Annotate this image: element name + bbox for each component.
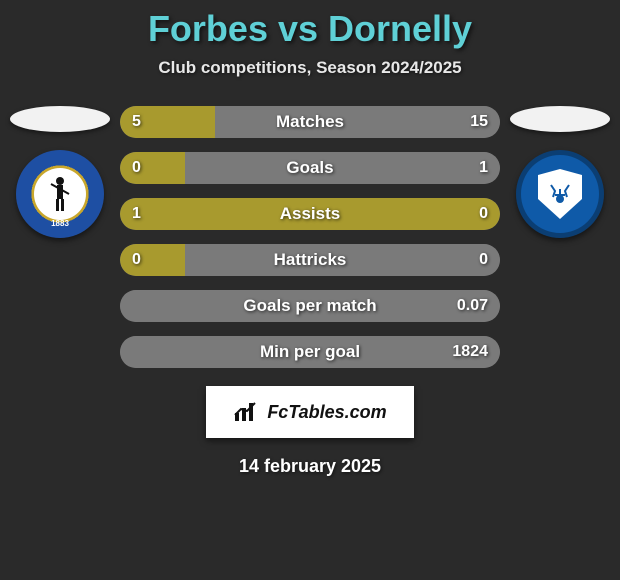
stat-row: Hattricks00 xyxy=(120,244,500,276)
right-team-crest xyxy=(516,150,604,238)
left-team-column: 1883 xyxy=(10,106,110,238)
comparison-area: 1883 Matches515 Goals01 Assists10 Hattricks… xyxy=(0,106,620,368)
stat-row: Assists10 xyxy=(120,198,500,230)
brand-text: FcTables.com xyxy=(267,402,386,423)
stat-bar-right xyxy=(215,106,500,138)
stat-row: Goals per match0.07 xyxy=(120,290,500,322)
stat-bar-right xyxy=(120,290,500,322)
stat-row: Goals01 xyxy=(120,152,500,184)
pirate-icon xyxy=(47,174,73,214)
subtitle: Club competitions, Season 2024/2025 xyxy=(0,58,620,78)
brand-card: FcTables.com xyxy=(206,386,414,438)
stat-bar-right xyxy=(120,336,500,368)
chart-icon xyxy=(233,401,261,423)
stat-bar-left xyxy=(120,244,185,276)
left-team-crest: 1883 xyxy=(16,150,104,238)
right-team-column xyxy=(510,106,610,238)
stat-bar-right xyxy=(185,152,500,184)
page-title: Forbes vs Dornelly xyxy=(0,0,620,50)
right-player-placeholder xyxy=(510,106,610,132)
left-player-placeholder xyxy=(10,106,110,132)
stat-bar-right xyxy=(185,244,500,276)
date-text: 14 february 2025 xyxy=(0,456,620,477)
crest-inner xyxy=(34,168,86,220)
stat-bar-left xyxy=(120,152,185,184)
stag-icon xyxy=(545,181,575,207)
stat-row: Matches515 xyxy=(120,106,500,138)
stat-row: Min per goal1824 xyxy=(120,336,500,368)
stat-bar-left xyxy=(120,106,215,138)
stat-bar-left xyxy=(120,198,500,230)
crest-year: 1883 xyxy=(51,219,69,228)
stats-bars: Matches515 Goals01 Assists10 Hattricks00 Goa… xyxy=(120,106,500,368)
crest-shield xyxy=(538,169,582,219)
